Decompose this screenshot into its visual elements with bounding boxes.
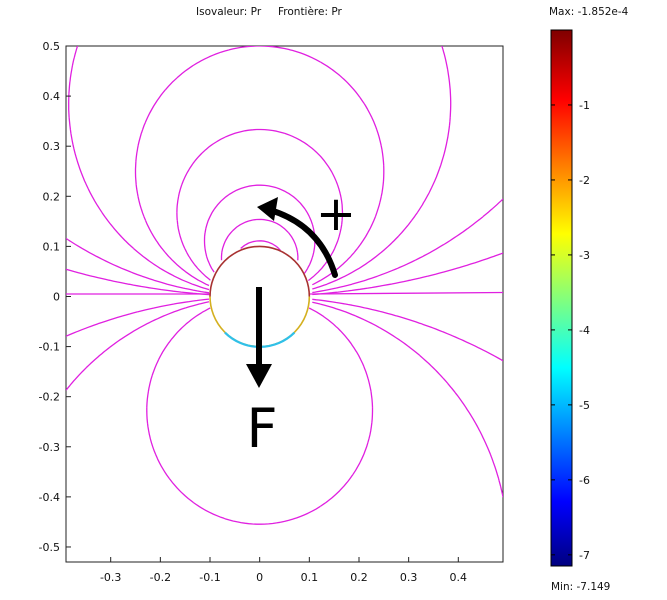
colorbar-tick-label: -5	[579, 399, 590, 412]
colorbar	[550, 29, 573, 567]
y-tick-label: -0.2	[39, 391, 60, 404]
y-tick-label: 0	[53, 290, 60, 303]
colorbar-ticks: -1 -2 -3 -4 -5 -6 -7	[551, 99, 590, 562]
force-arrowhead	[246, 364, 272, 388]
x-tick-label: 0.1	[301, 571, 319, 584]
x-tick-label: -0.3	[100, 571, 121, 584]
colorbar-tick-label: -1	[579, 99, 590, 112]
colorbar-tick-label: -7	[579, 549, 590, 562]
contour-line	[66, 198, 503, 294]
contour-line	[309, 291, 503, 295]
contour-line	[68, 46, 452, 291]
y-tick-label: 0.3	[43, 140, 61, 153]
plus-annotation: +	[316, 186, 356, 242]
contour-line	[134, 46, 385, 287]
x-tick-label: 0	[256, 571, 263, 584]
colorbar-tick-label: -4	[579, 324, 590, 337]
colorbar-tick-label: -3	[579, 249, 590, 262]
y-tick-label: 0.4	[43, 90, 61, 103]
axis-ticks: -0.3 -0.2 -0.1 0 0.1 0.2 0.3 0.4 0.5 0.4 0.3 0.2 0.1…	[39, 40, 468, 584]
x-tick-label: 0.4	[450, 571, 468, 584]
y-tick-label: 0.1	[43, 240, 61, 253]
colorbar-tick-label: -6	[579, 474, 590, 487]
colorbar-max-label: Max: -1.852e-4	[549, 6, 629, 18]
plot-title-boundary: Frontière: Pr	[278, 6, 343, 18]
plot-title-isovalue: Isovaleur: Pr	[196, 6, 262, 18]
x-tick-label: -0.1	[199, 571, 220, 584]
contour-line	[66, 298, 503, 362]
y-tick-label: -0.4	[39, 491, 60, 504]
x-tick-label: -0.2	[150, 571, 171, 584]
y-tick-label: -0.1	[39, 341, 60, 354]
y-tick-label: 0.5	[43, 40, 61, 53]
colorbar-min-label: Min: -7.149	[551, 581, 610, 593]
rotation-arrow	[267, 207, 338, 278]
rotation-arrowhead	[257, 197, 278, 221]
y-tick-label: 0.2	[43, 190, 61, 203]
contour-line	[146, 307, 374, 525]
contour-line	[220, 218, 299, 261]
contour-line	[240, 240, 281, 251]
colorbar-tick-label: -2	[579, 174, 590, 187]
x-tick-label: 0.2	[350, 571, 368, 584]
x-tick-label: 0.3	[400, 571, 418, 584]
force-annotation: F	[246, 397, 277, 460]
y-tick-label: -0.3	[39, 441, 60, 454]
contour-line	[66, 301, 503, 498]
cylinder-boundary-top	[209, 245, 311, 297]
contour-line	[176, 128, 344, 282]
y-tick-label: -0.5	[39, 541, 60, 554]
contour-line	[203, 184, 316, 274]
contour-lines	[66, 46, 503, 525]
